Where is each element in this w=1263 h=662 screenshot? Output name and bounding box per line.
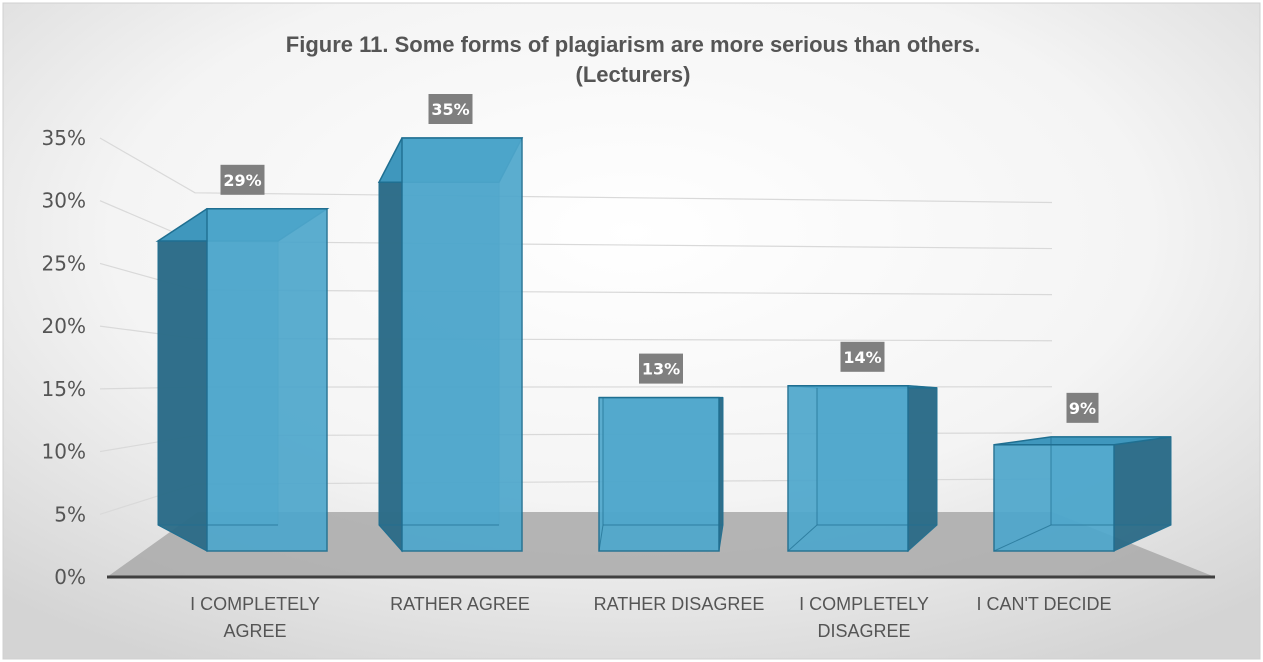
data-label: 29% [220,164,265,195]
bar-inner-edge [378,524,403,552]
x-tick-label: RATHER DISAGREE [594,594,765,614]
y-tick-label: 10% [42,440,86,464]
y-tick-label: 0% [54,565,86,589]
data-label-box [1066,392,1099,423]
data-label-text: 14% [843,348,881,367]
bar-inner-edge [157,524,208,552]
bar-side-face [907,385,938,553]
data-label-text: 29% [223,171,261,190]
bar [155,207,330,552]
bar [377,137,524,553]
x-tick-label: I COMPLETELY [190,594,320,614]
gridline [99,137,1053,204]
data-label: 14% [840,341,885,372]
y-tick-label: 35% [42,126,86,150]
data-label: 35% [428,94,473,124]
data-label: 13% [639,353,683,384]
bar-side-face [157,207,208,552]
data-label-text: 35% [431,100,469,119]
x-tick-label: I COMPLETELY [799,594,929,614]
data-label-box [220,164,265,195]
data-label-box [639,353,683,384]
bar-front-face [401,137,523,552]
y-tick-label: 15% [42,377,86,401]
bar [598,396,724,552]
bar-inner-edge [598,524,604,552]
y-tick-label: 25% [42,251,86,275]
bar-front-face [598,396,720,552]
data-label-box [840,341,885,372]
bar-front-face [206,208,328,552]
y-tick-label: 30% [42,189,86,213]
bar-front-face [787,385,909,552]
x-tick-label: I CAN'T DECIDE [976,594,1111,614]
bar-inner-edge [993,524,1052,552]
bar [787,385,938,553]
x-tick-label: DISAGREE [817,621,910,641]
data-label-text: 13% [642,360,680,379]
chart-title: Figure 11. Some forms of plagiarism are … [286,32,980,57]
x-tick-label: RATHER AGREE [390,594,530,614]
chart-title: (Lecturers) [576,62,691,87]
y-tick-label: 20% [42,314,86,338]
bar-inner-edge [787,524,818,552]
y-tick-label: 5% [54,502,86,526]
data-label: 9% [1066,392,1099,423]
bar-front-face [993,444,1115,552]
x-tick-label: AGREE [223,621,286,641]
bar-side-face [378,137,403,553]
data-label-box [428,94,473,124]
data-label-text: 9% [1069,399,1096,418]
bar [993,436,1172,552]
